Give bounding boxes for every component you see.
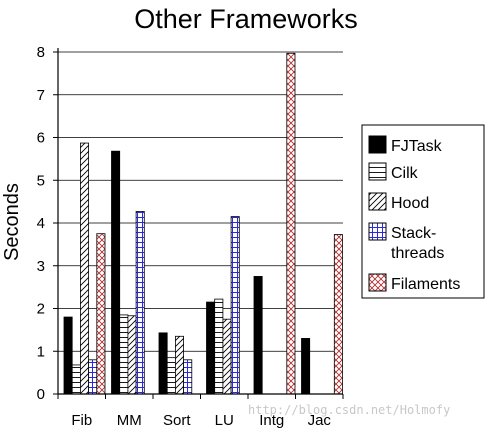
bar-red-diamond-jac <box>333 234 343 395</box>
y-tick-label: 7 <box>37 87 45 104</box>
legend-label: Filaments <box>391 276 460 293</box>
y-tick-label: 1 <box>37 343 45 360</box>
x-tick-label: Fib <box>71 412 92 429</box>
y-axis-title: Seconds <box>1 183 23 261</box>
y-tick-label: 8 <box>37 44 45 61</box>
legend-swatch-solid <box>368 135 387 154</box>
bar-diagonal-lines-fib <box>80 142 90 395</box>
gridlines <box>58 51 343 352</box>
bar-red-diamond-intg <box>286 52 296 395</box>
y-tick-label: 4 <box>37 215 45 232</box>
bar-horizontal-lines-mm <box>119 314 129 395</box>
y-tick-label: 6 <box>37 130 45 147</box>
x-axis-ticks: Fib MM Sort LU Intg Jac <box>57 394 344 429</box>
bar-blue-crosshatch-fib <box>88 359 98 395</box>
bar-solid-intg <box>253 276 263 395</box>
legend-label: Hood <box>391 195 429 212</box>
x-tick-label: Jac <box>308 412 332 429</box>
legend-swatch-diagonal-lines <box>368 192 387 211</box>
legend-label: Cilk <box>391 165 419 182</box>
legend-box <box>361 124 485 299</box>
y-tick-label: 3 <box>37 258 45 275</box>
y-tick-label: 5 <box>37 172 45 189</box>
bar-solid-fib <box>63 316 73 395</box>
x-tick-label: LU <box>215 412 234 429</box>
bar-solid-sort <box>158 332 168 395</box>
legend: FJTask Cilk Hood Stack-threads Filaments <box>361 124 485 299</box>
bar-solid-lu <box>206 301 216 395</box>
chart-title: Other Frameworks <box>134 4 358 34</box>
bar-red-diamond-fib <box>96 233 106 395</box>
bar-horizontal-lines-lu <box>214 298 224 395</box>
y-axis-ticks: 0 1 2 3 4 5 6 7 8 <box>37 44 58 403</box>
x-tick-label: Sort <box>163 412 191 429</box>
legend-swatch-red-diamond <box>368 273 387 292</box>
legend-label: FJTask <box>391 138 443 155</box>
bar-horizontal-lines-sort <box>166 357 176 395</box>
bar-blue-crosshatch-lu <box>230 216 240 395</box>
bar-blue-crosshatch-sort <box>183 359 193 395</box>
bar-diagonal-lines-mm <box>127 315 137 395</box>
bar-diagonal-lines-lu <box>222 318 232 395</box>
bar-blue-crosshatch-mm <box>135 211 145 395</box>
bar-solid-mm <box>111 150 121 395</box>
x-tick-label: Intg <box>259 412 284 429</box>
legend-swatch-blue-crosshatch <box>368 222 387 241</box>
y-tick-label: 2 <box>37 301 45 318</box>
bar-horizontal-lines-fib <box>71 364 81 395</box>
watermark-text: http://blog.csdn.net/Holmofy <box>248 403 450 417</box>
bar-diagonal-lines-sort <box>174 335 184 395</box>
x-tick-label: MM <box>117 412 142 429</box>
legend-swatch-horizontal-lines <box>368 162 387 181</box>
legend-label: Stack-threads <box>391 225 444 262</box>
bars <box>63 52 343 395</box>
y-tick-label: 0 <box>37 386 45 403</box>
bar-solid-jac <box>301 338 311 395</box>
